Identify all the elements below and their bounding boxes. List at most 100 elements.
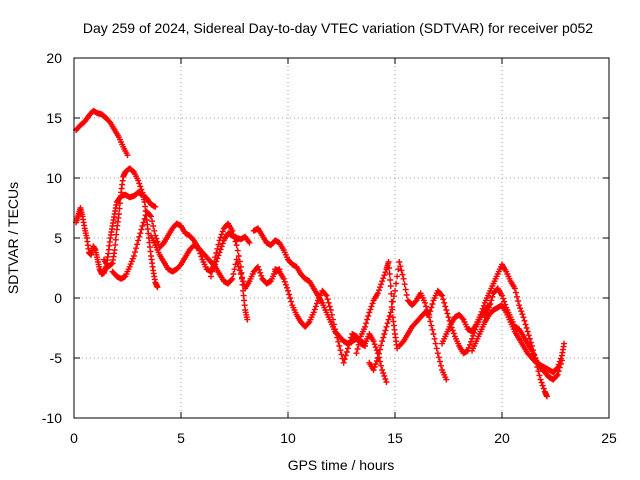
data-point: [368, 303, 375, 310]
data-point: [370, 338, 377, 345]
data-point: [117, 194, 124, 201]
data-point: [136, 233, 143, 240]
data-point: [398, 267, 405, 274]
data-point: [430, 331, 437, 337]
data-point: [140, 219, 147, 226]
data-point: [207, 273, 214, 280]
data-point: [445, 314, 452, 321]
data-point: [512, 289, 519, 296]
data-point: [423, 303, 430, 310]
data-point: [426, 311, 433, 318]
data-point: [219, 240, 226, 247]
data-point: [429, 326, 436, 333]
data-point: [428, 304, 435, 311]
series-arc12: [439, 261, 550, 400]
data-point: [210, 263, 217, 270]
data-point: [363, 320, 370, 327]
data-point: [513, 293, 520, 300]
x-tick-label: 10: [280, 430, 296, 446]
plot-frame: [73, 57, 610, 419]
series-arc7: [250, 225, 369, 349]
x-tick-labels: 0 5 10 15 20 25: [70, 430, 617, 446]
y-axis-label: SDTVAR / TECUs: [5, 182, 21, 294]
data-point: [381, 331, 388, 337]
data-point: [335, 338, 342, 345]
data-point: [427, 308, 434, 315]
data-point: [438, 362, 445, 369]
data-point: [212, 254, 219, 261]
data-point: [328, 311, 335, 318]
data-point: [488, 297, 495, 304]
data-point: [444, 310, 451, 317]
data-point: [285, 287, 291, 294]
x-tick-label: 5: [177, 430, 185, 446]
data-point: [377, 346, 384, 353]
data-point: [230, 231, 237, 238]
data-point: [148, 213, 155, 220]
data-point: [371, 341, 378, 348]
data-point: [136, 180, 143, 187]
data-point: [219, 228, 226, 235]
x-tick-label: 0: [70, 430, 78, 446]
series-arc2: [73, 189, 159, 277]
data-point: [499, 292, 505, 299]
data-point: [432, 340, 439, 347]
data-point: [439, 292, 446, 299]
data-point: [525, 332, 532, 339]
data-point: [470, 332, 477, 339]
data-point: [385, 259, 392, 265]
data-point: [459, 315, 466, 322]
data-point: [286, 291, 293, 298]
x-tick-label: 20: [494, 430, 510, 446]
data-point: [379, 367, 386, 373]
y-tick-label: 20: [46, 50, 62, 66]
data-point: [258, 272, 265, 279]
data-point: [154, 238, 161, 245]
data-point: [280, 275, 287, 282]
data-point: [556, 364, 563, 371]
data-point: [134, 241, 141, 248]
data-point: [137, 183, 144, 190]
data-point: [543, 393, 550, 400]
data-point: [367, 306, 374, 313]
data-point: [326, 303, 333, 310]
data-point: [342, 352, 349, 359]
data-point: [469, 335, 476, 342]
data-point: [440, 296, 447, 303]
data-point: [154, 284, 161, 291]
data-point: [394, 273, 401, 280]
data-point: [523, 325, 530, 331]
data-point: [561, 340, 568, 347]
data-point: [380, 370, 387, 376]
data-point: [230, 271, 237, 277]
data-point: [310, 309, 317, 316]
data-point: [536, 372, 543, 379]
data-point: [467, 338, 474, 345]
data-point: [519, 311, 526, 318]
data-point: [441, 299, 448, 306]
data-point: [283, 284, 290, 291]
data-point: [403, 292, 410, 298]
data-point: [480, 302, 487, 309]
data-point: [112, 241, 119, 248]
data-point: [338, 351, 345, 358]
data-point: [238, 269, 245, 276]
grid: [74, 58, 609, 418]
data-point: [372, 344, 379, 351]
data-point: [449, 327, 456, 334]
data-point: [372, 361, 379, 367]
data-point: [112, 236, 119, 243]
data-point: [354, 346, 361, 352]
data-point: [116, 205, 123, 212]
data-point: [150, 223, 157, 229]
data-point: [229, 275, 236, 282]
data-point: [399, 271, 406, 278]
data-point: [345, 341, 352, 348]
data-point: [517, 305, 524, 312]
data-point: [108, 261, 115, 268]
data-point: [378, 342, 385, 349]
data-point: [535, 368, 542, 375]
data-point: [379, 278, 386, 285]
data-point: [554, 371, 561, 378]
